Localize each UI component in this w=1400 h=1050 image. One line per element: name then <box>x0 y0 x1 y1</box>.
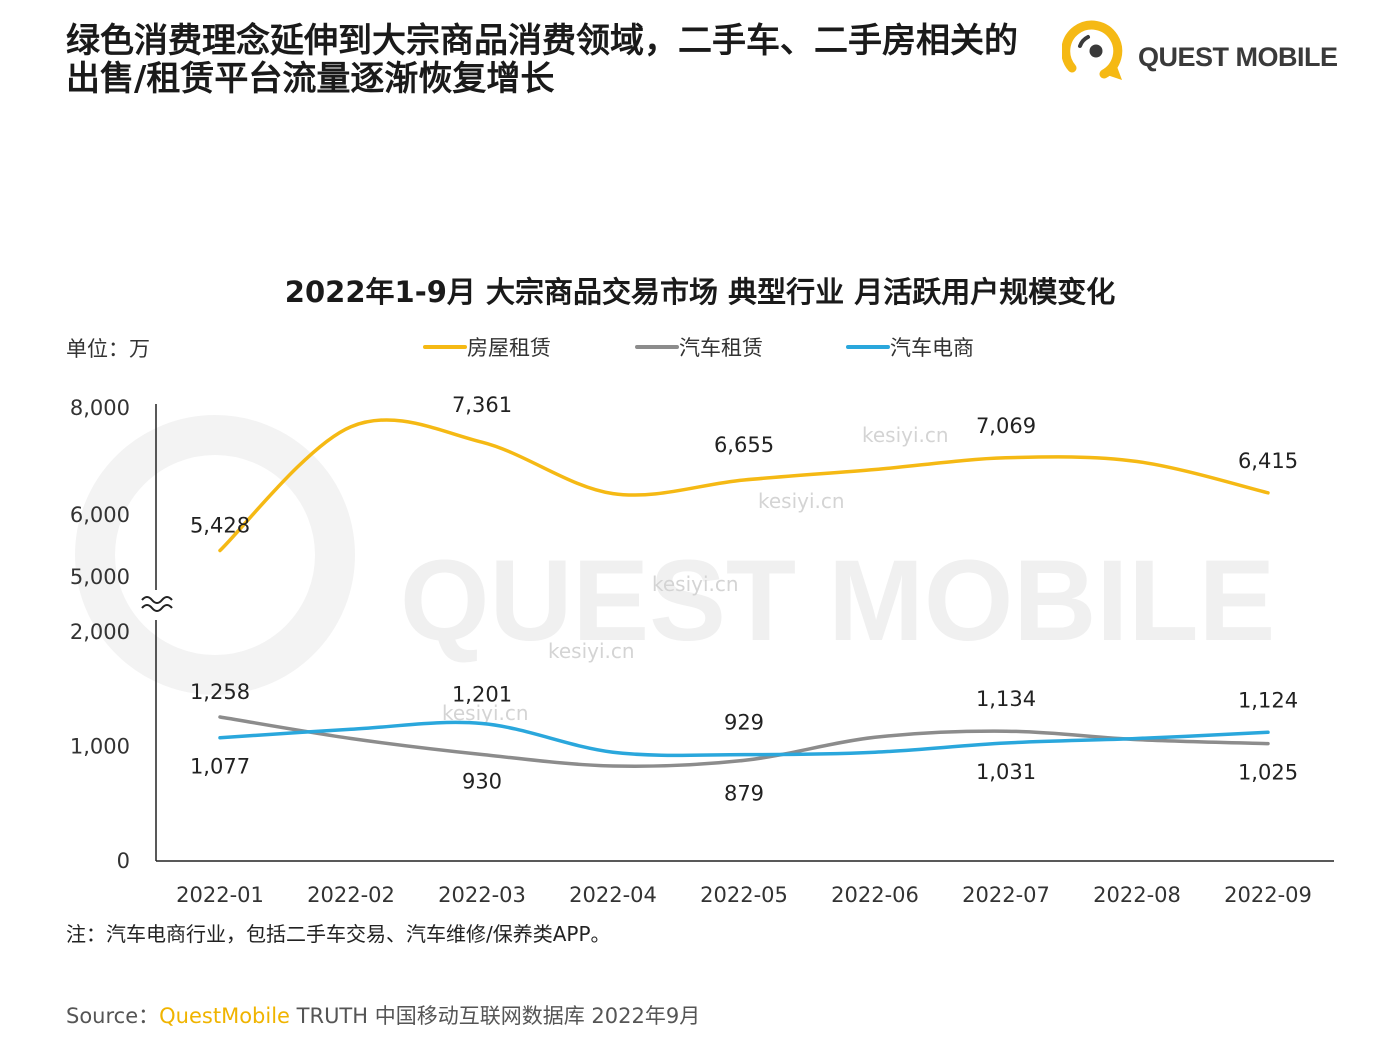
source-prefix: Source： <box>66 1004 160 1028</box>
brand-logo: QUEST MOBILE <box>1061 18 1342 88</box>
series-line-3 <box>218 720 1270 758</box>
chart-legend: 房屋租赁 汽车租赁 汽车电商 <box>423 336 974 360</box>
data-label: 1,077 <box>190 755 250 779</box>
data-label-layer: 5,428 7,361 6,655 7,069 6,415 1,258 930 879 1,13… <box>190 393 1298 805</box>
y-tick-label: 5,000 <box>70 565 130 589</box>
x-tick-label: 2022-08 <box>1093 883 1181 907</box>
watermark-text: QUEST MOBILE <box>400 537 1275 665</box>
axis-break-mark <box>141 596 173 604</box>
data-label: 6,415 <box>1238 449 1298 473</box>
y-tick-label: 2,000 <box>70 620 130 644</box>
watermark-ring <box>75 415 355 695</box>
legend-item: 房屋租赁 <box>423 336 551 360</box>
y-tick-label: 0 <box>117 849 130 873</box>
page-title-line-1: 绿色消费理念延伸到大宗商品消费领域，二手车、二手房相关的 <box>66 21 1018 61</box>
x-tick-label: 2022-05 <box>700 883 788 907</box>
page-title-line-2: 出售/租赁平台流量逐渐恢复增长 <box>66 59 555 99</box>
x-tick-label: 2022-04 <box>569 883 657 907</box>
data-label: 1,124 <box>1238 688 1298 712</box>
legend-label: 汽车租赁 <box>679 336 763 360</box>
axis-break-mark <box>141 604 173 612</box>
brand-name: QUEST MOBILE <box>1138 42 1338 72</box>
source-rest: TRUTH 中国移动互联网数据库 2022年9月 <box>289 1004 701 1028</box>
data-label: 879 <box>724 781 764 805</box>
footnote: 注：汽车电商行业，包括二手车交易、汽车维修/保养类APP。 <box>66 922 611 946</box>
series-line-2 <box>218 715 1270 768</box>
y-tick-label: 6,000 <box>70 503 130 527</box>
x-tick-label: 2022-01 <box>176 883 264 907</box>
y-tick-label: 8,000 <box>70 396 130 420</box>
watermark-layer: QUEST MOBILEkesiyi.cnkesiyi.cnkesiyi.cnk… <box>75 415 1275 725</box>
quest-mobile-logo-icon <box>1061 20 1123 80</box>
series-line-1 <box>218 418 1270 553</box>
y-tick-label: 1,000 <box>70 735 130 759</box>
unit-label: 单位：万 <box>66 337 150 361</box>
x-tick-label: 2022-03 <box>438 883 526 907</box>
data-label: 1,258 <box>190 680 250 704</box>
watermark-site: kesiyi.cn <box>758 489 845 513</box>
data-label: 1,025 <box>1238 761 1298 785</box>
x-tick-label: 2022-06 <box>831 883 919 907</box>
legend-item: 汽车租赁 <box>635 336 763 360</box>
x-tick-label: 2022-09 <box>1224 883 1312 907</box>
data-label: 5,428 <box>190 513 250 537</box>
source-brand: QuestMobile <box>159 1004 290 1028</box>
data-label: 1,031 <box>976 760 1036 784</box>
chart-axes: 0 1,000 2,000 5,000 6,000 8,000 2022-01 2022-02… <box>70 396 1334 907</box>
watermark-site: kesiyi.cn <box>862 423 949 447</box>
watermark-site: kesiyi.cn <box>548 639 635 663</box>
chart-title: 2022年1-9月 大宗商品交易市场 典型行业 月活跃用户规模变化 <box>285 275 1115 309</box>
data-label: 930 <box>462 770 502 794</box>
watermark-site: kesiyi.cn <box>652 572 739 596</box>
data-label: 929 <box>724 711 764 735</box>
legend-item: 汽车电商 <box>846 336 974 360</box>
data-label: 7,361 <box>452 393 512 417</box>
x-tick-label: 2022-02 <box>307 883 395 907</box>
legend-label: 汽车电商 <box>890 336 974 360</box>
data-label: 1,134 <box>976 687 1036 711</box>
data-label: 6,655 <box>714 433 774 457</box>
series-layer <box>218 418 1270 768</box>
x-tick-label: 2022-07 <box>962 883 1050 907</box>
data-label: 1,201 <box>452 682 512 706</box>
source-line: Source：QuestMobile TRUTH 中国移动互联网数据库 2022… <box>66 1000 700 1030</box>
legend-label: 房屋租赁 <box>467 336 551 360</box>
data-label: 7,069 <box>976 414 1036 438</box>
page-title: 绿色消费理念延伸到大宗商品消费领域，二手车、二手房相关的 出售/租赁平台流量逐渐… <box>66 22 1056 98</box>
